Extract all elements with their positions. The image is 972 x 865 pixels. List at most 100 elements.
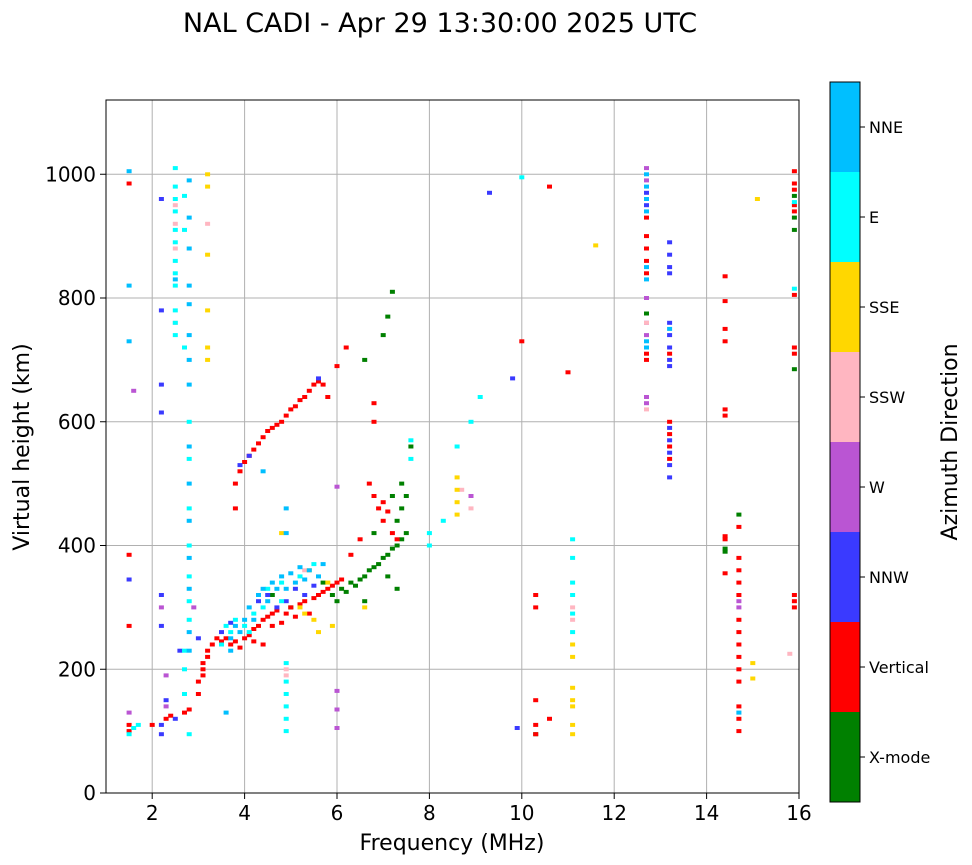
data-point-vertical — [269, 425, 275, 430]
data-point-nnw — [158, 308, 164, 313]
data-point-e — [172, 308, 178, 313]
data-point-vertical — [126, 623, 132, 628]
data-point-vertical — [269, 623, 275, 628]
data-point-ssw — [172, 203, 178, 208]
data-point-x-mode — [339, 586, 345, 591]
data-point-nne — [186, 648, 192, 653]
data-point-nne — [186, 586, 192, 591]
data-point-vertical — [251, 627, 257, 631]
data-point-w — [468, 494, 474, 498]
y-axis: 0 200 400 600 800 1000 — [45, 162, 106, 805]
data-point-vertical — [214, 636, 220, 641]
data-point-nnw — [667, 265, 673, 270]
data-point-e — [182, 648, 187, 653]
data-point-vertical — [311, 382, 317, 387]
data-point-e — [219, 642, 224, 647]
data-point-nnw — [514, 726, 520, 730]
data-point-e — [186, 419, 192, 424]
data-point-e — [297, 574, 303, 579]
data-point-nne — [297, 565, 303, 570]
data-point-sse — [570, 732, 576, 737]
colorbar-label: Azimuth Direction — [938, 343, 963, 540]
data-point-e — [791, 200, 797, 205]
data-point-nne — [232, 623, 238, 628]
data-point-x-mode — [320, 580, 326, 585]
data-point-vertical — [736, 654, 742, 659]
data-point-w — [644, 333, 649, 338]
chart-title: NAL CADI - Apr 29 13:30:00 2025 UTC — [183, 8, 697, 39]
data-point-nne — [283, 586, 289, 591]
data-point-nnw — [219, 630, 224, 635]
data-point-nnw — [158, 382, 164, 387]
data-point-vertical — [791, 203, 797, 208]
data-point-w — [334, 484, 340, 489]
colorbar-segment — [830, 712, 860, 802]
data-point-x-mode — [408, 444, 414, 449]
data-point-x-mode — [399, 481, 405, 486]
data-point-vertical — [533, 593, 539, 597]
colorbar-label-item: W — [869, 478, 885, 497]
data-point-nnw — [667, 333, 673, 338]
data-point-vertical — [237, 469, 243, 474]
colorbar-segment — [830, 262, 860, 352]
data-point-e — [408, 456, 414, 461]
data-point-sse — [454, 512, 460, 517]
data-point-vertical — [288, 407, 294, 412]
data-point-vertical — [343, 345, 349, 350]
data-point-vertical — [791, 169, 797, 174]
data-point-nne — [736, 710, 742, 715]
data-point-vertical — [223, 636, 229, 641]
data-point-ssw — [644, 320, 649, 325]
data-point-sse — [570, 685, 576, 690]
data-point-sse — [205, 357, 211, 362]
data-point-nnw — [228, 620, 234, 625]
data-point-vertical — [228, 642, 234, 647]
data-point-vertical — [644, 234, 649, 239]
data-point-e — [126, 732, 132, 737]
data-point-x-mode — [362, 574, 368, 579]
data-point-sse — [316, 630, 321, 635]
data-point-vertical — [667, 444, 673, 449]
data-point-x-mode — [269, 593, 275, 597]
data-point-e — [279, 580, 285, 585]
data-point-vertical — [722, 537, 728, 542]
data-point-vertical — [256, 623, 261, 628]
data-point-vertical — [279, 419, 285, 424]
data-point-nnw — [667, 475, 673, 480]
data-point-x-mode — [399, 537, 405, 542]
data-point-e — [186, 599, 192, 604]
data-point-ssw — [172, 246, 178, 251]
data-point-e — [135, 722, 141, 727]
data-point-vertical — [667, 419, 673, 424]
data-point-e — [570, 630, 576, 635]
data-point-vertical — [736, 524, 742, 529]
data-point-vertical — [722, 299, 728, 304]
data-point-vertical — [722, 326, 728, 331]
data-point-vertical — [389, 531, 395, 536]
data-point-x-mode — [371, 531, 377, 536]
data-point-nnw — [667, 463, 673, 468]
data-point-vertical — [380, 518, 386, 523]
data-point-vertical — [168, 713, 174, 718]
data-point-x-mode — [644, 311, 649, 316]
data-point-ssw — [459, 487, 465, 492]
data-point-ssw — [644, 407, 649, 412]
data-point-nnw — [644, 203, 649, 208]
data-point-w — [163, 704, 169, 709]
data-point-w — [644, 296, 649, 300]
data-point-e — [172, 258, 178, 263]
grid-lines — [106, 100, 800, 794]
data-point-sse — [205, 184, 211, 189]
data-point-nne — [186, 333, 192, 338]
data-point-nnw — [667, 357, 673, 362]
data-point-nne — [306, 568, 312, 573]
data-point-vertical — [126, 729, 132, 734]
data-point-vertical — [260, 435, 266, 440]
data-point-e — [570, 555, 576, 560]
data-point-vertical — [791, 187, 797, 192]
data-point-vertical — [316, 593, 321, 597]
data-point-vertical — [283, 611, 289, 616]
data-point-ssw — [205, 221, 211, 226]
data-point-vertical — [288, 605, 294, 610]
data-point-vertical — [736, 642, 742, 647]
